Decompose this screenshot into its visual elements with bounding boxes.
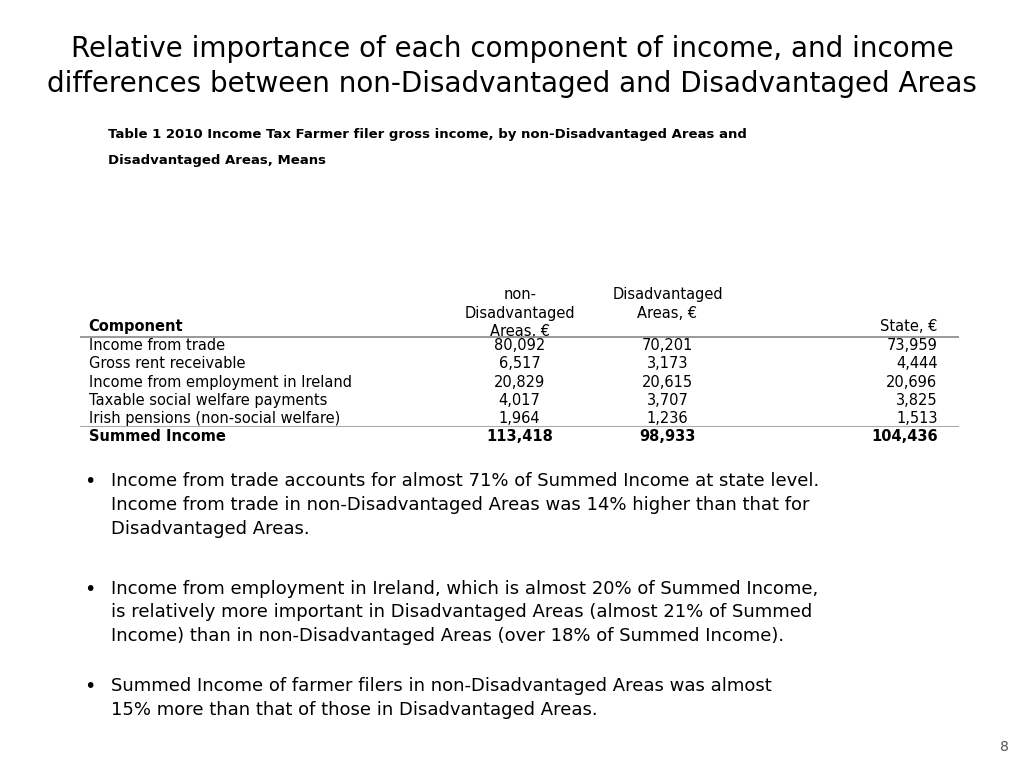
Text: •: • — [84, 580, 96, 599]
Text: 3,707: 3,707 — [646, 392, 688, 408]
Text: Income from trade accounts for almost 71% of Summed Income at state level.
Incom: Income from trade accounts for almost 71… — [111, 472, 819, 538]
Text: 20,829: 20,829 — [494, 375, 546, 389]
Text: Irish pensions (non-social welfare): Irish pensions (non-social welfare) — [89, 411, 340, 425]
Text: 113,418: 113,418 — [486, 429, 553, 444]
Text: 73,959: 73,959 — [887, 339, 938, 353]
Text: 3,825: 3,825 — [896, 392, 938, 408]
Text: Income from employment in Ireland, which is almost 20% of Summed Income,
is rela: Income from employment in Ireland, which… — [111, 580, 818, 645]
Text: 4,444: 4,444 — [896, 356, 938, 372]
Text: Income from employment in Ireland: Income from employment in Ireland — [89, 375, 351, 389]
Text: •: • — [84, 677, 96, 697]
Text: 6,517: 6,517 — [499, 356, 541, 372]
Text: Disadvantaged Areas, Means: Disadvantaged Areas, Means — [108, 154, 326, 167]
Text: State, €: State, € — [880, 319, 938, 333]
Text: non-
Disadvantaged
Areas, €: non- Disadvantaged Areas, € — [464, 287, 575, 339]
Text: 1,236: 1,236 — [646, 411, 688, 425]
Text: Summed Income of farmer filers in non-Disadvantaged Areas was almost
15% more th: Summed Income of farmer filers in non-Di… — [111, 677, 771, 719]
Text: Component: Component — [89, 319, 183, 333]
Text: Summed Income: Summed Income — [89, 429, 225, 444]
Text: 98,933: 98,933 — [639, 429, 695, 444]
Text: Relative importance of each component of income, and income
differences between : Relative importance of each component of… — [47, 35, 977, 98]
Text: 20,615: 20,615 — [642, 375, 693, 389]
Text: Table 1 2010 Income Tax Farmer filer gross income, by non-Disadvantaged Areas an: Table 1 2010 Income Tax Farmer filer gro… — [108, 128, 746, 141]
Text: 20,696: 20,696 — [887, 375, 938, 389]
Text: 3,173: 3,173 — [647, 356, 688, 372]
Text: Gross rent receivable: Gross rent receivable — [89, 356, 245, 372]
Text: Taxable social welfare payments: Taxable social welfare payments — [89, 392, 327, 408]
Text: Income from trade: Income from trade — [89, 339, 225, 353]
Text: 1,513: 1,513 — [896, 411, 938, 425]
Text: 1,964: 1,964 — [499, 411, 541, 425]
Text: Disadvantaged
Areas, €: Disadvantaged Areas, € — [612, 287, 723, 320]
Text: 8: 8 — [999, 740, 1009, 754]
Text: •: • — [84, 472, 96, 492]
Text: 104,436: 104,436 — [870, 429, 938, 444]
Text: 70,201: 70,201 — [642, 339, 693, 353]
Text: 80,092: 80,092 — [494, 339, 546, 353]
Text: 4,017: 4,017 — [499, 392, 541, 408]
